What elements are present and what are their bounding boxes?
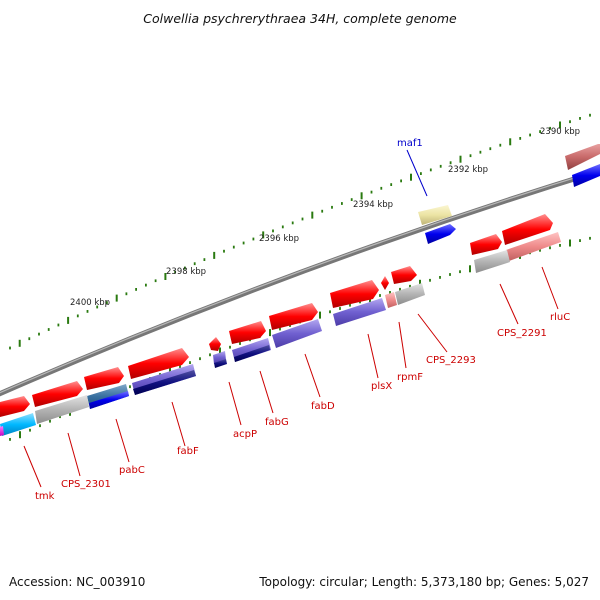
genome-summary-text: Topology: circular; Length: 5,373,180 bp… <box>258 575 589 589</box>
accession-text: Accession: NC_003910 <box>9 575 145 589</box>
gene-label-tmk[interactable]: tmk <box>35 491 55 502</box>
gene-feature[interactable] <box>506 232 561 261</box>
gene-label-rluC[interactable]: rluC <box>550 312 570 323</box>
gene-label-acpP[interactable]: acpP <box>233 429 257 440</box>
gene-feature-maf1[interactable] <box>418 205 452 225</box>
gene-label-maf1[interactable]: maf1 <box>397 138 423 149</box>
gene-feature[interactable] <box>330 280 379 308</box>
gene-feature[interactable] <box>133 370 196 395</box>
gene-feature[interactable] <box>395 283 425 305</box>
gene-label-fabG[interactable]: fabG <box>265 417 289 428</box>
gene-feature[interactable] <box>502 214 553 245</box>
gene-feature[interactable] <box>89 391 129 409</box>
gene-feature[interactable] <box>470 234 502 255</box>
gene-feature[interactable] <box>333 298 386 326</box>
gene-feature[interactable] <box>269 303 318 330</box>
gene-feature[interactable] <box>229 321 266 344</box>
gene-label-plsX[interactable]: plsX <box>371 381 392 392</box>
scale-label-2392: 2392 kbp <box>448 165 488 175</box>
gene-feature[interactable] <box>425 224 456 244</box>
gene-label-CPS_2291[interactable]: CPS_2291 <box>497 328 547 339</box>
scale-tick-ring <box>9 113 591 441</box>
gene-feature[interactable] <box>0 396 30 417</box>
inner-feature-track <box>0 214 561 436</box>
genome-backbone <box>0 168 600 397</box>
scale-label-2400: 2400 kbp <box>70 298 110 308</box>
gene-feature[interactable] <box>128 348 189 379</box>
gene-feature[interactable] <box>214 359 227 368</box>
gene-feature[interactable] <box>572 164 600 187</box>
gene-label-CPS_2293[interactable]: CPS_2293 <box>426 355 476 366</box>
gene-label-fabF[interactable]: fabF <box>177 446 199 457</box>
scale-label-2394: 2394 kbp <box>353 200 393 210</box>
gene-feature[interactable] <box>84 367 124 390</box>
gene-feature[interactable] <box>0 426 4 436</box>
gene-feature[interactable] <box>32 381 83 407</box>
gene-feature[interactable] <box>565 144 600 170</box>
gene-feature[interactable] <box>35 395 89 424</box>
outer-feature-track <box>418 144 600 244</box>
scale-label-2396: 2396 kbp <box>259 234 299 244</box>
gene-label-CPS_2301[interactable]: CPS_2301 <box>61 479 111 490</box>
gene-leader-lines <box>23 149 559 488</box>
gene-feature[interactable] <box>474 250 510 273</box>
gene-label-fabD[interactable]: fabD <box>311 401 335 412</box>
scale-labels: 2390 kbp 2392 kbp 2394 kbp 2396 kbp 2398… <box>70 127 580 308</box>
gene-label-pabC[interactable]: pabC <box>119 465 145 476</box>
gene-labels: maf1 rluC CPS_2291 CPS_2293 rpmF plsX fa… <box>35 138 570 502</box>
gene-feature[interactable] <box>385 292 397 308</box>
gene-feature[interactable] <box>209 337 221 351</box>
map-title: Colwellia psychrerythraea 34H, complete … <box>143 11 457 26</box>
gene-label-rpmF[interactable]: rpmF <box>397 372 423 383</box>
gene-feature[interactable] <box>391 266 417 284</box>
scale-label-2398: 2398 kbp <box>166 267 206 277</box>
gene-feature[interactable] <box>0 413 36 436</box>
gene-feature[interactable] <box>234 345 270 362</box>
scale-label-2390: 2390 kbp <box>540 127 580 137</box>
gene-feature[interactable] <box>381 276 389 290</box>
gene-feature[interactable] <box>272 319 322 348</box>
